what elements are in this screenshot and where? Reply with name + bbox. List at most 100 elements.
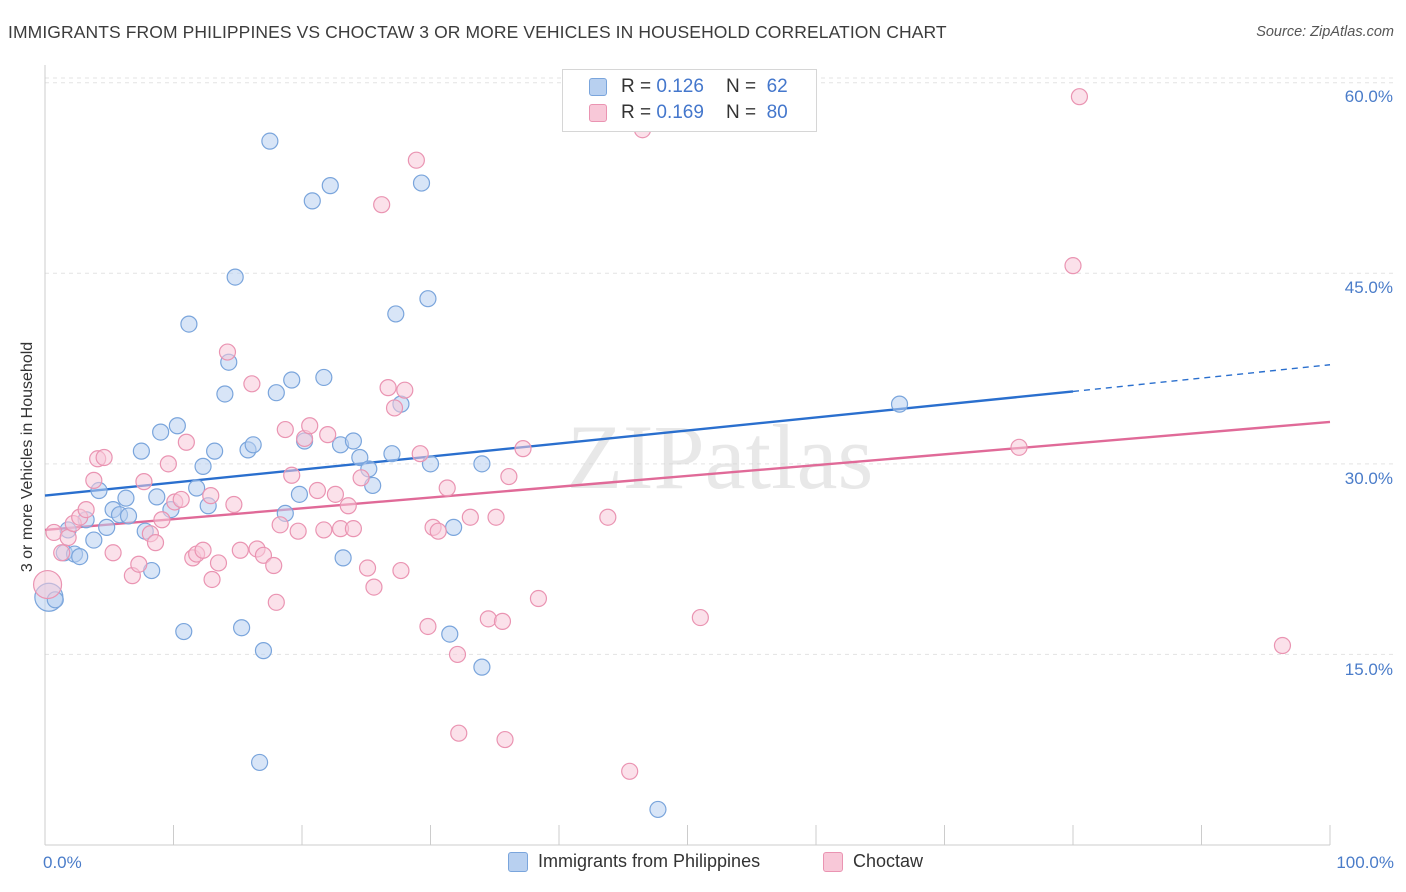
- data-point: [387, 305, 405, 323]
- data-point: [412, 174, 431, 192]
- r-value: 0.126: [656, 76, 704, 97]
- data-point: [159, 455, 177, 473]
- data-point: [225, 495, 243, 514]
- legend-label: Immigrants from Philippines: [538, 851, 761, 871]
- data-point: [117, 489, 135, 507]
- axes: [44, 65, 1331, 846]
- data-point: [77, 500, 95, 519]
- data-point: [152, 423, 170, 441]
- data-point: [231, 541, 249, 559]
- n-label: N =: [725, 102, 757, 123]
- data-point: [130, 555, 148, 573]
- data-point: [500, 467, 518, 486]
- data-point: [244, 436, 262, 454]
- data-point: [226, 268, 244, 286]
- philippines-swatch: [508, 851, 528, 872]
- data-point: [450, 724, 468, 742]
- data-point: [95, 448, 113, 467]
- data-point: [71, 547, 89, 566]
- data-point: [250, 753, 269, 772]
- y-tick-label: 45.0%: [1344, 278, 1393, 297]
- r-label: R =: [621, 102, 652, 123]
- legend-row-philippines: R = 0.126 N = 62: [589, 75, 788, 99]
- y-tick-label: 30.0%: [1344, 469, 1393, 488]
- chart-title: IMMIGRANTS FROM PHILIPPINES VS CHOCTAW 3…: [8, 22, 947, 42]
- data-point: [1010, 438, 1028, 456]
- data-point: [194, 541, 212, 559]
- data-point: [85, 531, 103, 549]
- legend-row-choctaw: R = 0.169 N = 80: [589, 101, 788, 125]
- data-point: [421, 455, 440, 473]
- trend-line-extension-philippines: [1072, 364, 1331, 393]
- data-point: [194, 457, 212, 475]
- data-point: [202, 487, 220, 505]
- data-point: [168, 417, 186, 435]
- data-point: [218, 343, 237, 361]
- choctaw-swatch: [823, 851, 843, 872]
- data-point: [493, 612, 512, 630]
- data-point: [1273, 636, 1292, 655]
- r-label: R =: [621, 76, 652, 97]
- source-label: Source: ZipAtlas.com: [1256, 24, 1394, 40]
- data-point: [319, 426, 337, 444]
- data-point: [301, 417, 319, 435]
- legend-item-choctaw[interactable]: Choctaw: [823, 851, 923, 872]
- data-point: [153, 511, 171, 529]
- data-point: [385, 399, 404, 417]
- data-point: [334, 549, 352, 567]
- philippines-swatch: [589, 78, 607, 96]
- data-point: [32, 569, 63, 600]
- data-point: [445, 518, 463, 536]
- data-point: [233, 619, 251, 637]
- data-point: [265, 556, 283, 575]
- data-point: [283, 466, 301, 484]
- watermark: ZIPatlas: [567, 406, 874, 508]
- data-point: [621, 762, 639, 780]
- data-point: [261, 132, 279, 150]
- data-point: [98, 518, 116, 536]
- y-tick-label: 60.0%: [1344, 87, 1393, 106]
- data-point: [203, 570, 221, 589]
- data-point: [104, 544, 122, 562]
- series-legend: Immigrants from Philippines Choctaw: [0, 851, 1406, 877]
- x-tick-label-max: 100.0%: [1336, 853, 1394, 872]
- data-point: [276, 420, 294, 439]
- data-point: [1070, 88, 1089, 106]
- data-point: [529, 589, 548, 608]
- data-point: [188, 479, 206, 497]
- data-point: [407, 151, 425, 169]
- data-point: [358, 559, 377, 577]
- data-point: [289, 522, 307, 540]
- legend-item-philippines[interactable]: Immigrants from Philippines: [508, 851, 760, 872]
- data-point: [271, 516, 289, 534]
- data-point: [303, 192, 321, 210]
- data-point: [321, 177, 339, 195]
- data-point: [177, 433, 195, 451]
- data-point: [487, 508, 505, 526]
- data-point: [691, 608, 709, 627]
- data-point: [132, 442, 150, 460]
- data-point: [206, 442, 224, 460]
- data-point: [438, 479, 456, 497]
- legend-label: Choctaw: [853, 851, 924, 871]
- data-point: [351, 448, 369, 467]
- data-point: [479, 610, 497, 628]
- n-value: 62: [766, 76, 788, 97]
- data-point: [419, 290, 437, 308]
- data-point: [514, 440, 532, 458]
- data-point: [267, 384, 285, 402]
- data-point: [53, 544, 71, 562]
- n-label: N =: [725, 76, 757, 97]
- x-tick-label-min: 0.0%: [43, 853, 82, 872]
- data-point: [352, 469, 370, 487]
- data-point: [396, 381, 414, 399]
- data-point: [383, 445, 401, 463]
- data-point: [308, 481, 327, 500]
- choctaw-swatch: [589, 104, 607, 122]
- data-point: [209, 554, 228, 572]
- grid-lines: [45, 77, 1395, 655]
- data-point: [85, 471, 103, 489]
- data-point: [339, 497, 357, 515]
- data-point: [473, 455, 491, 473]
